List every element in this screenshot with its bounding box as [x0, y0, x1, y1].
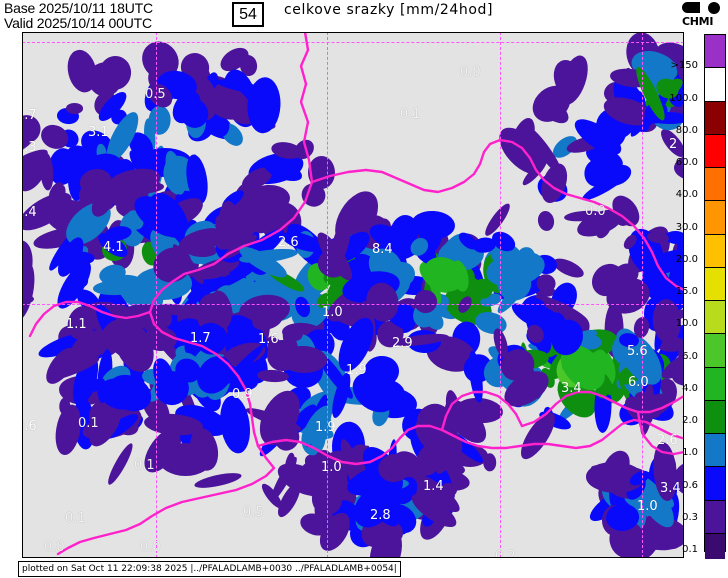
legend-tick-label: >150 — [670, 60, 698, 72]
valid-time-label: Valid 2025/10/14 00UTC — [4, 15, 152, 31]
legend-tick-label: 1.0 — [682, 447, 698, 459]
color-scale-bar[interactable] — [704, 34, 726, 566]
precipitation-field — [22, 32, 684, 558]
precip-value-label: 0.0 — [44, 540, 65, 555]
precip-value-label: 1.1 — [66, 317, 87, 332]
precip-value-label: 2 — [669, 137, 678, 152]
precip-value-label: 1.0 — [637, 499, 658, 514]
legend-band — [705, 433, 725, 467]
precip-value-label: 2.6 — [657, 433, 678, 448]
precip-value-label: 1.4 — [22, 205, 37, 220]
color-scale-ticks: >150 100.0 80.0 60.0 40.0 30.0 20.0 15.0 10.0 6.0… — [640, 34, 702, 555]
legend-tick-label: 40.0 — [675, 189, 698, 201]
legend-band — [705, 35, 725, 68]
precip-value-label: 1.0 — [321, 460, 342, 475]
precip-value-label: 0.1 — [78, 416, 99, 431]
header-bar: Base 2025/10/11 18UTC Valid 2025/10/14 0… — [0, 0, 728, 32]
parallel-line — [22, 42, 684, 43]
meridian-line — [642, 32, 643, 558]
legend-band — [705, 300, 725, 334]
plot-metadata-label: plotted on Sat Oct 11 22:09:38 2025 |../… — [18, 561, 401, 577]
precip-value-label: 2.8 — [370, 508, 391, 523]
precip-value-label: 0.0 — [585, 204, 606, 219]
forecast-step-box: 54 — [232, 2, 264, 27]
legend-tick-label: 60.0 — [675, 157, 698, 168]
precip-value-label: 4.1 — [103, 240, 124, 255]
legend-band — [705, 67, 725, 101]
precip-value-label: 2.6 — [278, 235, 299, 250]
meridian-line — [327, 32, 328, 558]
logo-marks-icon — [682, 1, 724, 15]
parallel-line — [22, 304, 684, 305]
legend-tick-label: 80.0 — [675, 124, 698, 136]
precip-value-label: 3.4 — [561, 381, 582, 396]
legend-tick-label: 4.0 — [682, 382, 698, 394]
legend-band — [705, 532, 725, 566]
legend-tick-label: 0.3 — [682, 511, 698, 523]
precipitation-raster[interactable]: 0.51.73.12.30.00.121.44.12.68.40.01.11.7… — [22, 32, 684, 558]
precip-value-label: 3.1 — [88, 125, 109, 140]
precip-value-label: 2.3 — [22, 140, 37, 155]
legend-band — [705, 100, 725, 134]
precip-value-label: 1.4 — [423, 479, 444, 494]
precip-value-label: 0.1 — [134, 458, 155, 473]
precip-value-label: 1.9 — [315, 420, 336, 435]
logo-crescent-icon — [682, 2, 694, 13]
precip-value-label: 0.2 — [495, 549, 516, 558]
legend-tick-label: 6.0 — [682, 350, 698, 362]
legend-band — [705, 200, 725, 234]
precip-value-label: 1.9 — [346, 363, 367, 378]
precip-value-label: 5.6 — [627, 344, 648, 359]
legend-tick-label: 0.6 — [682, 479, 698, 491]
precip-value-label: 0.1 — [400, 107, 421, 122]
precip-value-label: 0.5 — [145, 87, 166, 102]
legend-tick-label: 10.0 — [675, 318, 698, 330]
precip-value-label: 0.9 — [232, 387, 253, 402]
legend-band — [705, 466, 725, 500]
precip-value-label: 1.7 — [190, 331, 211, 346]
legend-tick-label: 20.0 — [675, 253, 698, 265]
precip-value-label: 1.6 — [258, 332, 279, 347]
precip-value-label: 0.0 — [140, 540, 161, 555]
precip-value-label: 1.0 — [322, 305, 343, 320]
legend-band — [705, 333, 725, 367]
precip-value-label: 1.7 — [22, 108, 37, 123]
legend-tick-label: 15.0 — [675, 286, 698, 297]
legend-band — [705, 366, 725, 400]
logo-dot-icon — [708, 2, 720, 14]
legend-tick-label: 100.0 — [669, 92, 698, 104]
precip-value-label: 6.0 — [628, 375, 649, 390]
meridian-line — [500, 32, 501, 558]
precip-value-label: 2.9 — [392, 336, 413, 351]
legend-tick-label: 0.1 — [682, 544, 698, 555]
precip-value-label: 0.0 — [460, 65, 481, 80]
footer-bar: plotted on Sat Oct 11 22:09:38 2025 |../… — [0, 559, 728, 578]
map-area: 0.51.73.12.30.00.121.44.12.68.40.01.11.7… — [0, 32, 728, 558]
precip-cell — [65, 103, 83, 114]
legend-band — [705, 399, 725, 433]
base-time-label: Base 2025/10/11 18UTC — [4, 0, 153, 16]
legend-tick-label: 2.0 — [682, 415, 698, 426]
legend-band — [705, 133, 725, 167]
precip-value-label: 8.4 — [372, 242, 393, 257]
legend-band — [705, 266, 725, 300]
precip-value-label: 0.1 — [65, 511, 86, 526]
legend-band — [705, 167, 725, 201]
legend-band — [705, 233, 725, 267]
map-title: celkove srazky [mm/24hod] — [284, 2, 494, 18]
legend-band — [705, 499, 725, 533]
logo-text: CHMI — [682, 15, 714, 28]
logo-bar-icon — [694, 2, 700, 13]
chmi-logo: CHMI — [682, 1, 724, 29]
precip-value-label: 3.4 — [660, 481, 681, 496]
precip-value-label: 0.6 — [22, 419, 37, 434]
legend-tick-label: 30.0 — [675, 221, 698, 233]
country-borders — [28, 32, 684, 556]
precip-value-label: 0.5 — [243, 505, 264, 520]
